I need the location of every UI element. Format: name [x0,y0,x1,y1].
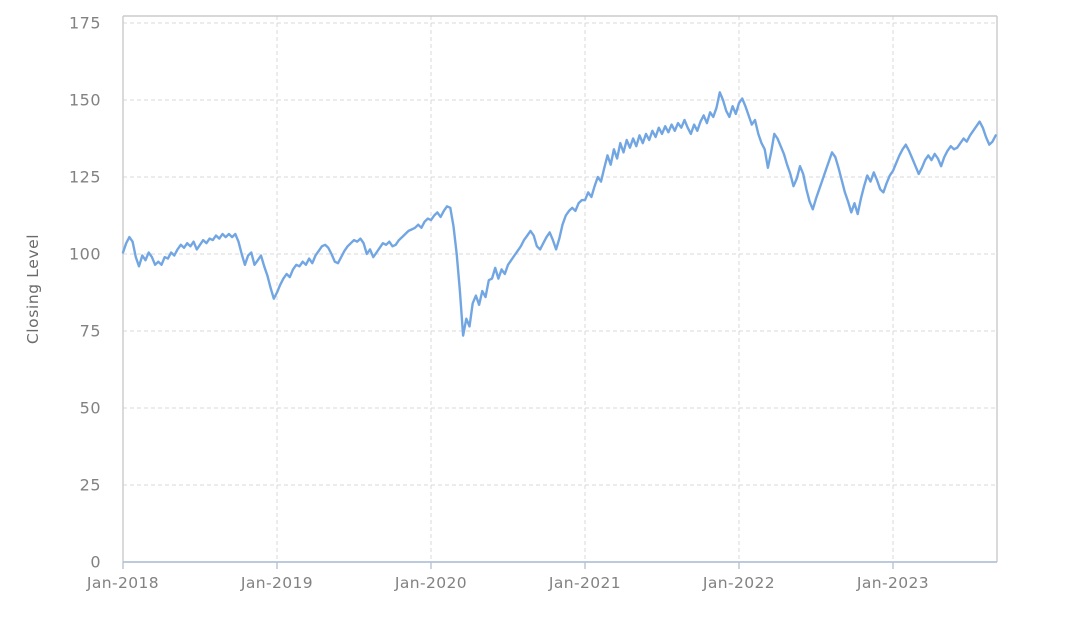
x-tick-label-2020: Jan-2020 [394,574,467,592]
y-tick-label-25: 25 [80,476,101,495]
x-tick-label-2018: Jan-2018 [86,574,159,592]
y-tick-label-125: 125 [69,168,101,187]
y-tick-label-50: 50 [80,399,101,418]
y-axis-title: Closing Level [24,234,42,344]
plot-border [122,15,998,562]
x-axis-tick-labels: Jan-2018 Jan-2019 Jan-2020 Jan-2021 Jan-2022… [86,574,929,592]
vertical-gridlines [276,16,894,562]
y-tick-label-75: 75 [80,322,101,341]
horizontal-gridlines [123,22,997,486]
axis-tick-marks [122,562,894,569]
y-tick-label-175: 175 [69,14,101,33]
line-series [121,91,997,337]
x-tick-label-2021: Jan-2021 [548,574,621,592]
x-tick-label-2022: Jan-2022 [702,574,775,592]
closing-level-line [121,91,997,337]
x-tick-label-2019: Jan-2019 [240,574,313,592]
x-tick-label-2023: Jan-2023 [856,574,929,592]
y-tick-label-0: 0 [90,553,101,572]
y-tick-label-150: 150 [69,91,101,110]
y-axis-tick-labels: 0 25 50 75 100 125 150 175 [69,14,101,572]
y-tick-label-100: 100 [69,245,101,264]
